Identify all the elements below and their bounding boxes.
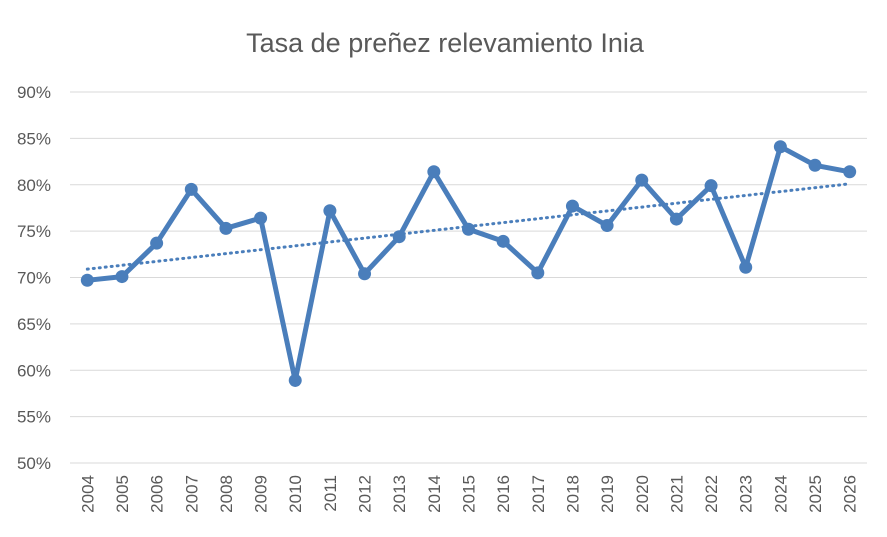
- data-point: [358, 267, 372, 281]
- x-tick-label: 2013: [390, 475, 409, 513]
- gridlines: [70, 91, 867, 464]
- x-tick-label: 2011: [321, 475, 340, 512]
- x-tick-label: 2015: [460, 475, 479, 513]
- data-point: [115, 270, 129, 284]
- data-point: [739, 260, 753, 274]
- series-layer: [80, 140, 857, 387]
- y-tick-label: 65%: [17, 315, 51, 334]
- x-tick-label: 2010: [286, 475, 305, 513]
- data-point: [843, 165, 857, 179]
- data-point: [496, 234, 510, 248]
- data-point: [150, 236, 164, 250]
- y-tick-label: 50%: [17, 454, 51, 473]
- x-tick-label: 2022: [702, 475, 721, 513]
- x-tick-label: 2006: [148, 475, 167, 513]
- x-tick-label: 2025: [806, 475, 825, 513]
- chart-title: Tasa de preñez relevamiento Inia: [246, 28, 645, 58]
- data-point: [704, 179, 718, 193]
- data-point: [635, 173, 649, 187]
- x-axis-tick-labels: 2004 2005 2006 2007 2008 2009 2010 2011 2012 2013…: [78, 475, 859, 513]
- y-tick-label: 75%: [17, 222, 51, 241]
- x-tick-label: 2024: [771, 475, 790, 513]
- x-tick-label: 2026: [841, 475, 860, 513]
- y-tick-label: 85%: [17, 129, 51, 148]
- data-point: [219, 221, 233, 235]
- data-point: [531, 266, 545, 280]
- x-tick-label: 2018: [563, 475, 582, 513]
- y-tick-label: 60%: [17, 361, 51, 380]
- data-point: [392, 230, 406, 244]
- x-tick-label: 2017: [529, 475, 548, 513]
- data-point: [669, 212, 683, 226]
- data-point: [254, 211, 268, 225]
- data-point: [773, 140, 787, 154]
- data-point: [808, 158, 822, 172]
- x-tick-label: 2005: [113, 475, 132, 513]
- data-point: [462, 222, 475, 236]
- x-tick-label: 2007: [182, 475, 201, 513]
- y-tick-label: 70%: [17, 269, 51, 288]
- x-tick-label: 2016: [494, 475, 513, 513]
- x-tick-label: 2004: [78, 475, 97, 513]
- x-tick-label: 2021: [667, 475, 686, 513]
- y-tick-label: 55%: [17, 408, 51, 427]
- data-point: [184, 182, 198, 196]
- x-tick-label: 2012: [356, 475, 375, 513]
- x-tick-label: 2014: [425, 475, 444, 513]
- y-tick-label: 90%: [17, 83, 51, 102]
- y-axis-tick-labels: 50% 55% 60% 65% 70% 75% 80% 85% 90%: [17, 83, 51, 473]
- x-tick-label: 2023: [737, 475, 756, 513]
- data-point: [565, 199, 579, 213]
- y-tick-label: 80%: [17, 176, 51, 195]
- x-tick-label: 2020: [633, 475, 652, 513]
- data-point: [600, 219, 614, 233]
- x-tick-label: 2019: [598, 475, 617, 513]
- series-line: [87, 144, 851, 383]
- data-point: [80, 273, 94, 287]
- x-tick-label: 2009: [252, 475, 271, 513]
- x-tick-label: 2008: [217, 475, 236, 513]
- data-point: [323, 204, 337, 218]
- data-point: [427, 165, 441, 179]
- data-point: [288, 373, 302, 387]
